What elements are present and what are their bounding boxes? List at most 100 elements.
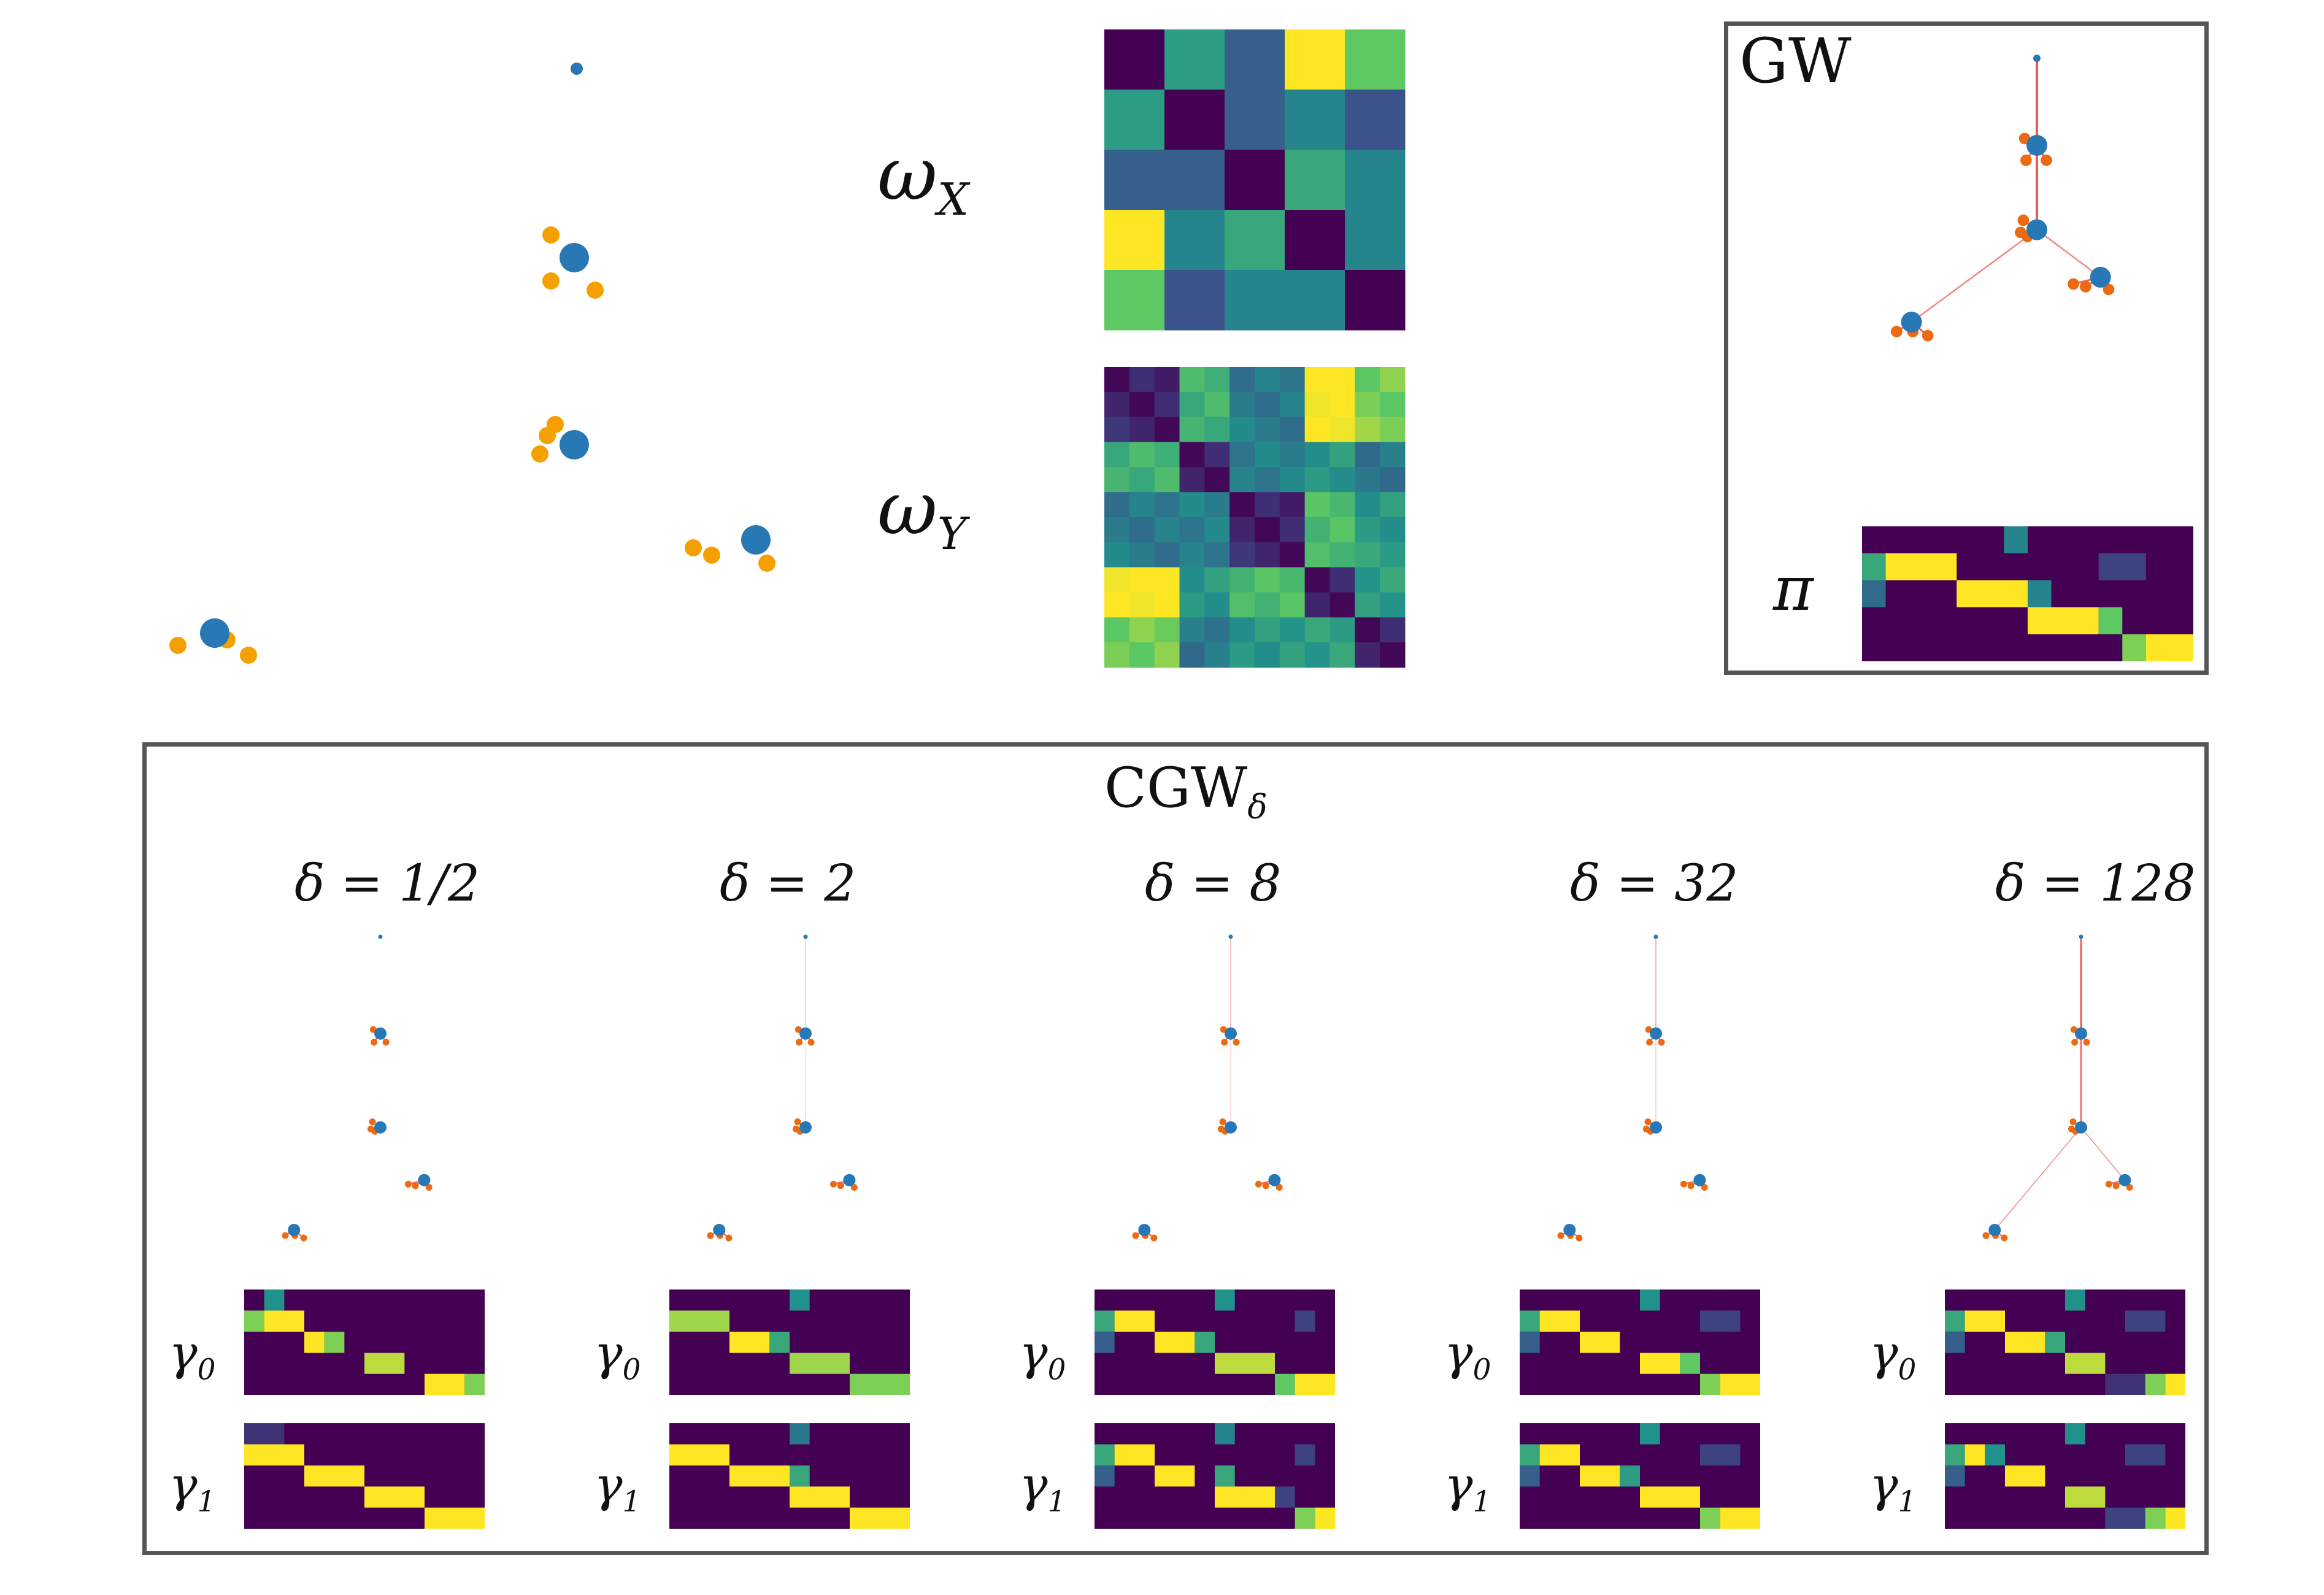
- orange-point: [542, 226, 560, 244]
- cgw-column-label: δ = 8: [1145, 855, 1282, 913]
- blue-point: [741, 525, 771, 555]
- matrix-cell: [1345, 270, 1406, 331]
- gamma0-label: γ0: [1444, 1329, 1491, 1385]
- matrix-cell: [1285, 270, 1345, 331]
- cgw-graph-1: [282, 934, 433, 1242]
- matrix-cell: [1329, 642, 1355, 668]
- matrix-cell: [1304, 617, 1330, 643]
- matrix-cell: [1154, 542, 1180, 568]
- graph-node: [2118, 1174, 2131, 1186]
- matrix-cell: [1179, 417, 1205, 442]
- matrix-cell: [1380, 467, 1406, 493]
- plan-cell: [244, 1310, 264, 1332]
- satellite-point: [2001, 1234, 2008, 1242]
- graph-node: [1653, 934, 1658, 939]
- plan-cell: [2065, 1289, 2085, 1311]
- gamma1-subscript: 1: [197, 1485, 216, 1519]
- omega-x-matrix: [1104, 29, 1406, 331]
- gamma1-label: γ1: [169, 1461, 215, 1516]
- orange-point: [531, 445, 548, 463]
- graph-node: [2026, 134, 2047, 156]
- graph-node: [2079, 934, 2084, 939]
- matrix-cell: [1154, 391, 1180, 418]
- matrix-cell: [1380, 391, 1406, 418]
- plan-cell: [1539, 1444, 1580, 1466]
- plan-cell: [1315, 1507, 1335, 1529]
- orange-point: [703, 547, 720, 564]
- satellite-point: [1221, 1039, 1228, 1046]
- plan-cell: [1114, 1444, 1155, 1466]
- satellite-point: [2041, 154, 2052, 166]
- matrix-cell: [1229, 417, 1255, 442]
- satellite-point: [300, 1234, 307, 1242]
- matrix-cell: [1104, 90, 1165, 150]
- matrix-cell: [1380, 417, 1406, 442]
- plan-cell: [2004, 526, 2028, 553]
- matrix-cell: [1345, 210, 1406, 271]
- plan-cell: [2005, 1331, 2045, 1353]
- matrix-cell: [1279, 592, 1306, 618]
- gamma0-subscript: 0: [197, 1353, 216, 1387]
- matrix-cell: [1279, 367, 1306, 393]
- matrix-cell: [1380, 492, 1406, 518]
- matrix-cell: [1329, 391, 1355, 418]
- matrix-cell: [1104, 270, 1165, 331]
- plan-cell: [2145, 1507, 2166, 1529]
- gamma0-matrix: [1520, 1289, 1760, 1395]
- matrix-cell: [1129, 367, 1155, 393]
- satellite-point: [725, 1234, 733, 1242]
- plan-cell: [1295, 1444, 1315, 1466]
- matrix-cell: [1154, 592, 1180, 618]
- cgw-title: CGWδ: [1104, 761, 1268, 824]
- matrix-cell: [1179, 567, 1205, 593]
- matrix-cell: [1179, 391, 1205, 418]
- matrix-cell: [1154, 492, 1180, 518]
- omega-y-symbol: ω: [877, 466, 937, 552]
- satellite-point: [1557, 1232, 1564, 1239]
- matrix-cell: [1304, 492, 1330, 518]
- gamma1-symbol: γ: [1869, 1458, 1898, 1513]
- blue-point: [571, 63, 583, 75]
- gamma1-symbol: γ: [169, 1458, 198, 1513]
- matrix-cell: [1204, 442, 1230, 467]
- gamma1-matrix: [1945, 1423, 2185, 1529]
- matrix-cell: [1104, 492, 1130, 518]
- matrix-cell: [1129, 542, 1155, 568]
- plan-cell: [2165, 1374, 2185, 1395]
- matrix-cell: [1104, 592, 1130, 618]
- matrix-cell: [1279, 391, 1306, 418]
- matrix-cell: [1304, 417, 1330, 442]
- omega-y-label: ωY: [877, 472, 966, 556]
- plan-cell: [1155, 1465, 1195, 1487]
- gw-panel-frame: [1724, 21, 2209, 675]
- plan-cell: [790, 1289, 810, 1311]
- gamma0-matrix: [244, 1289, 485, 1395]
- gamma0-label: γ0: [1019, 1329, 1066, 1385]
- matrix-cell: [1355, 417, 1380, 442]
- matrix-cell: [1204, 517, 1230, 543]
- matrix-cell: [1104, 542, 1130, 568]
- matrix-cell: [1129, 592, 1155, 618]
- graph-node: [378, 934, 383, 939]
- satellite-point: [2069, 1118, 2077, 1126]
- plan-cell: [1985, 1444, 2005, 1466]
- plan-cell: [1720, 1507, 1760, 1529]
- plan-cell: [2005, 1465, 2045, 1487]
- matrix-cell: [1380, 592, 1406, 618]
- satellite-point: [837, 1182, 844, 1190]
- graph-node: [799, 1121, 812, 1134]
- gamma1-matrix: [1520, 1423, 1760, 1529]
- matrix-cell: [1154, 442, 1180, 467]
- matrix-cell: [1179, 517, 1205, 543]
- matrix-cell: [1285, 150, 1345, 210]
- plan-cell: [850, 1374, 910, 1395]
- plan-cell: [790, 1465, 810, 1487]
- matrix-cell: [1104, 367, 1130, 393]
- point-cloud-scatter: [169, 63, 775, 664]
- plan-cell: [1215, 1465, 1235, 1487]
- matrix-cell: [1279, 617, 1306, 643]
- matrix-cell: [1204, 542, 1230, 568]
- cgw-title-text: CGW: [1104, 756, 1248, 820]
- matrix-cell: [1355, 367, 1380, 393]
- gamma0-symbol: γ: [1019, 1326, 1048, 1381]
